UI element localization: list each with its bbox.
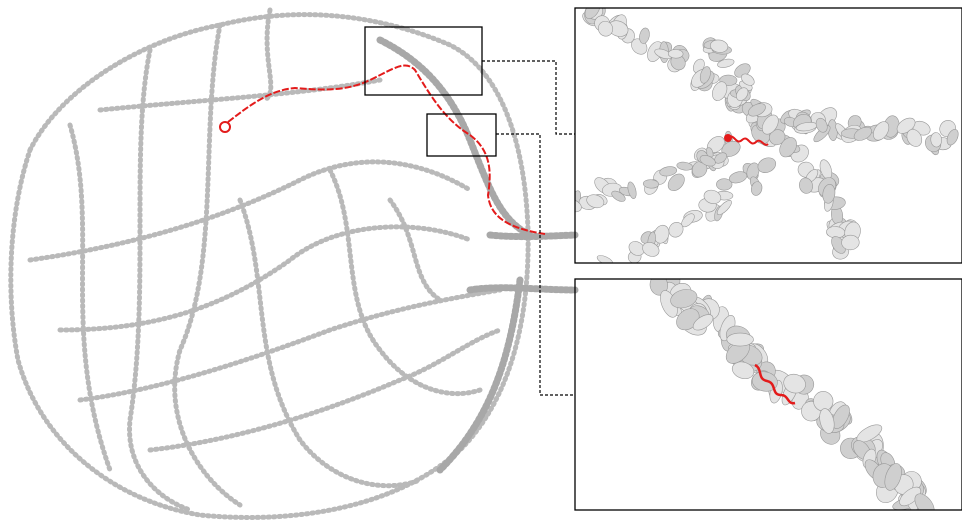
start-marker xyxy=(724,134,732,142)
vessel xyxy=(265,10,271,100)
vessel xyxy=(80,290,500,400)
blood-cell xyxy=(636,264,663,281)
blood-cell xyxy=(596,254,614,268)
vessel xyxy=(30,162,470,260)
vessel xyxy=(70,125,110,470)
start-marker xyxy=(220,122,230,132)
inset-junction xyxy=(562,0,961,267)
vessel xyxy=(330,170,480,394)
vessel xyxy=(470,288,575,290)
vessel xyxy=(150,330,500,450)
vessel xyxy=(240,200,420,486)
vessel-network xyxy=(11,10,575,517)
vessel-figure xyxy=(0,0,962,529)
blood-cell xyxy=(668,49,683,58)
blood-cell xyxy=(626,181,637,199)
inset-vessel xyxy=(636,264,938,522)
vessel xyxy=(380,40,530,235)
blood-cell xyxy=(727,333,754,346)
vessel xyxy=(130,50,190,510)
vessel xyxy=(390,200,440,300)
